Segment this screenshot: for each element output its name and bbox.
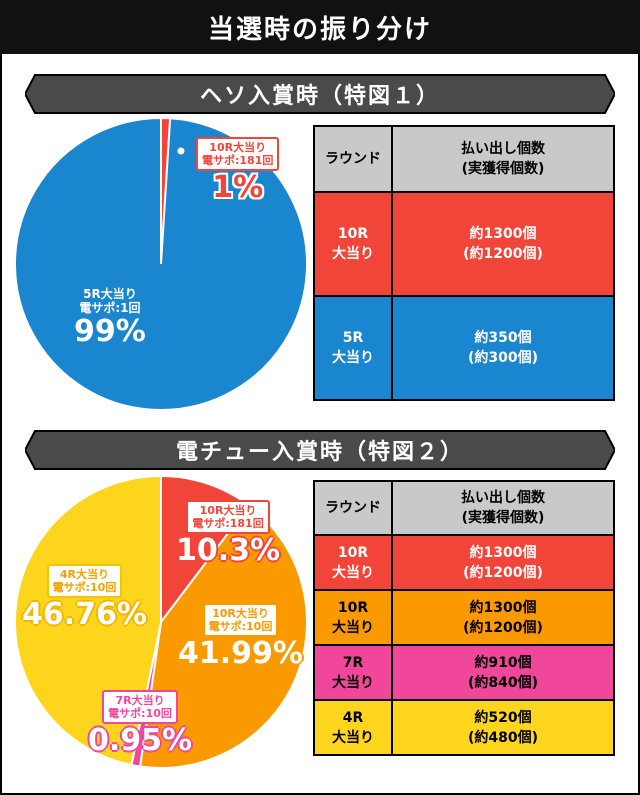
cell-round: 5R 大当り	[313, 295, 393, 401]
pie1-label-10r: 10R大当り 電サポ:181回 1%	[196, 137, 280, 205]
slice-percent: 0.95%	[88, 723, 193, 758]
pie-chart-heso	[14, 116, 308, 411]
pie2-label-4r: 4R大当り 電サポ:10回 46.76%	[22, 564, 147, 632]
pie-slice	[14, 116, 308, 411]
slice-tag: 4R大当り 電サポ:10回	[46, 564, 123, 598]
pie2-label-10r-181: 10R大当り 電サポ:181回 10.3%	[176, 500, 280, 568]
section-banner-1: ヘソ入賞時（特図１）	[25, 73, 615, 115]
cell-round: 10R 大当り	[313, 191, 393, 297]
section-title-1: ヘソ入賞時（特図１）	[199, 84, 440, 109]
section-title-2: 電チュー入賞時（特図２）	[175, 440, 464, 465]
header-payout: 払い出し個数 (実獲得個数)	[391, 125, 615, 193]
slice-percent: 10.3%	[176, 533, 281, 568]
pie2-label-7r: 7R大当り 電サポ:10回 0.95%	[88, 690, 192, 758]
header-round: ラウンド	[313, 480, 393, 536]
slice-marker-dot	[177, 147, 185, 155]
pie1-label-5r: 5R大当り 電サポ:1回 99%	[74, 287, 146, 349]
slice-percent: 1%	[212, 170, 264, 205]
slice-percent: 41.99%	[178, 636, 303, 671]
cell-payout: 約1300個 (約1200個)	[391, 191, 615, 297]
cell-round: 10R 大当り	[313, 589, 393, 646]
round-table-heso: ラウンド 払い出し個数 (実獲得個数) 10R 大当り 約1300個 (約1200個)…	[313, 125, 615, 401]
banner-ribbon-shape	[25, 74, 615, 114]
cell-round: 4R 大当り	[313, 699, 393, 756]
section-banner-2: 電チュー入賞時（特図２）	[25, 429, 615, 471]
page-title: 当選時の振り分け	[0, 0, 640, 54]
header-round: ラウンド	[313, 125, 393, 193]
banner-ribbon-shape	[25, 430, 615, 470]
cell-payout: 約350個 (約300個)	[391, 295, 615, 401]
header-payout: 払い出し個数 (実獲得個数)	[391, 480, 615, 536]
slice-tag: 7R大当り 電サポ:10回	[102, 690, 178, 724]
slice-tag: 10R大当り 電サポ:181回	[196, 137, 280, 171]
slice-percent: 99%	[74, 314, 146, 349]
pie2-label-10r-10: 10R大当り 電サポ:10回 41.99%	[178, 603, 303, 671]
round-table-denchu: ラウンド 払い出し個数 (実獲得個数) 10R 大当り 約1300個 (約1200個)…	[313, 480, 615, 756]
slice-tag: 10R大当り 電サポ:181回	[186, 500, 270, 534]
cell-payout: 約520個 (約480個)	[391, 699, 615, 756]
slice-tag: 5R大当り 電サポ:1回	[79, 287, 141, 315]
cell-payout: 約910個 (約840個)	[391, 644, 615, 701]
cell-payout: 約1300個 (約1200個)	[391, 534, 615, 591]
slice-tag: 10R大当り 電サポ:10回	[202, 603, 279, 637]
cell-payout: 約1300個 (約1200個)	[391, 589, 615, 646]
slice-percent: 46.76%	[22, 597, 147, 632]
cell-round: 10R 大当り	[313, 534, 393, 591]
cell-round: 7R 大当り	[313, 644, 393, 701]
